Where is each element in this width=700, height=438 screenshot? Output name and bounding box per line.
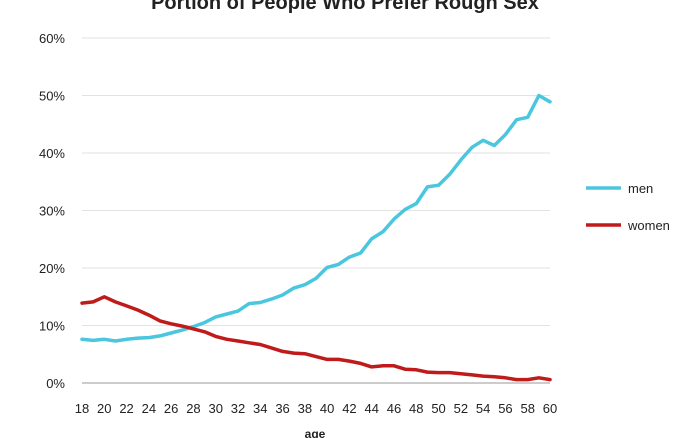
x-axis-ticks: 18 20 22 24 26 28 30 32 34 36 38 40 42 44 46 48 50 52 54 56… xyxy=(75,401,557,416)
y-tick-label: 60% xyxy=(39,31,65,46)
x-tick-label: 18 xyxy=(75,401,89,416)
y-axis-ticks: 0% 10% 20% 30% 40% 50% 60% xyxy=(39,31,65,391)
y-tick-label: 30% xyxy=(39,204,65,219)
x-tick-label: 20 xyxy=(97,401,111,416)
x-tick-label: 60 xyxy=(543,401,557,416)
x-tick-label: 40 xyxy=(320,401,334,416)
x-tick-label: 54 xyxy=(476,401,490,416)
x-tick-label: 28 xyxy=(186,401,200,416)
x-tick-label: 24 xyxy=(142,401,156,416)
x-tick-label: 26 xyxy=(164,401,178,416)
x-tick-label: 38 xyxy=(298,401,312,416)
y-tick-label: 10% xyxy=(39,319,65,334)
y-tick-label: 50% xyxy=(39,89,65,104)
x-tick-label: 48 xyxy=(409,401,423,416)
y-tick-label: 20% xyxy=(39,261,65,276)
x-tick-label: 58 xyxy=(520,401,534,416)
x-tick-label: 42 xyxy=(342,401,356,416)
x-tick-label: 46 xyxy=(387,401,401,416)
legend-label-women: women xyxy=(627,218,670,233)
x-tick-label: 34 xyxy=(253,401,267,416)
x-axis-title: age xyxy=(305,427,326,438)
gridlines xyxy=(82,37,550,326)
x-tick-label: 50 xyxy=(431,401,445,416)
legend: men women xyxy=(586,181,670,233)
x-tick-label: 36 xyxy=(275,401,289,416)
chart-title: Portion of People Who Prefer Rough Sex xyxy=(151,0,539,14)
x-tick-label: 32 xyxy=(231,401,245,416)
y-tick-label: 0% xyxy=(46,376,65,391)
x-tick-label: 52 xyxy=(454,401,468,416)
series-line-men xyxy=(80,93,552,343)
x-tick-label: 56 xyxy=(498,401,512,416)
x-tick-label: 22 xyxy=(119,401,133,416)
series-lines xyxy=(80,93,552,382)
legend-label-men: men xyxy=(628,181,653,196)
y-tick-label: 40% xyxy=(39,146,65,161)
x-tick-label: 44 xyxy=(364,401,378,416)
x-tick-label: 30 xyxy=(208,401,222,416)
series-line-women xyxy=(80,295,552,382)
